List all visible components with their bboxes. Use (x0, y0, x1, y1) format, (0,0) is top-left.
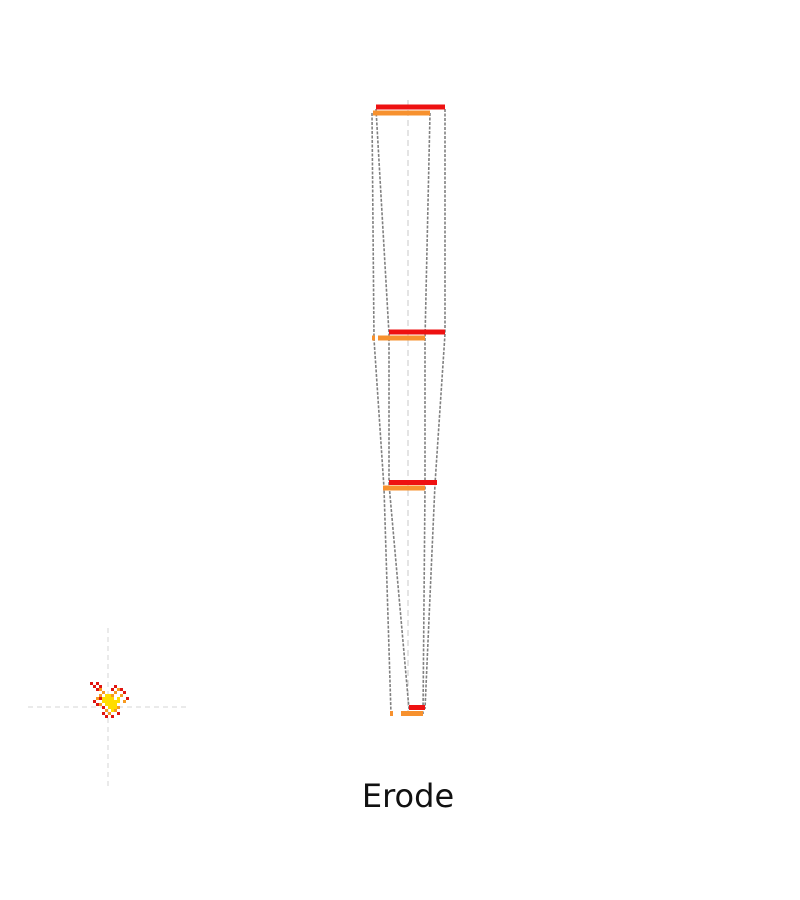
diagram-caption: Erode (361, 777, 455, 815)
red-band-level-1 (376, 104, 445, 110)
red-band-level-4 (409, 705, 425, 710)
orange-band-level-3 (383, 485, 425, 491)
red-band-level-2 (389, 329, 445, 335)
orange-column-outline (371, 112, 431, 715)
orange-band-level-2 (378, 335, 425, 341)
pixel-flame-icon (90, 682, 129, 718)
red-column-outline (375, 108, 446, 710)
orange-band-level-1 (373, 110, 430, 116)
orange-band-level-4-fragment (390, 711, 393, 716)
orange-band-level-4 (401, 711, 423, 716)
red-band-level-3 (389, 480, 437, 485)
orange-band-level-2-fragment (372, 335, 375, 341)
level-bands (372, 104, 445, 716)
